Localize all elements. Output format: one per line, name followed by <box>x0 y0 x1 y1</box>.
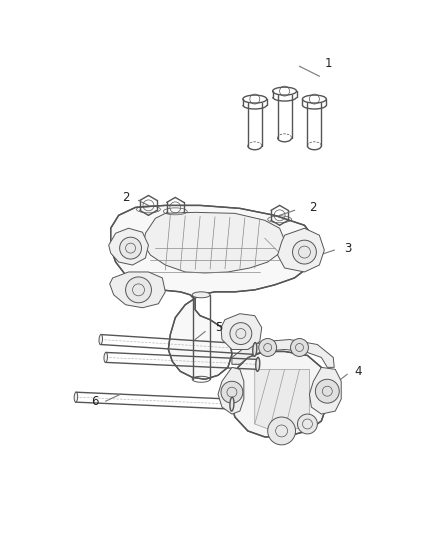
Polygon shape <box>255 369 309 434</box>
Text: 1: 1 <box>324 57 332 70</box>
Text: 4: 4 <box>354 365 362 378</box>
Circle shape <box>259 338 277 357</box>
Circle shape <box>290 338 308 357</box>
Polygon shape <box>278 228 324 272</box>
Ellipse shape <box>99 335 102 344</box>
Text: 3: 3 <box>344 241 352 255</box>
Polygon shape <box>109 228 148 265</box>
Ellipse shape <box>104 352 107 362</box>
Circle shape <box>221 381 243 403</box>
Circle shape <box>126 277 152 303</box>
Circle shape <box>315 379 339 403</box>
Ellipse shape <box>256 358 260 372</box>
Ellipse shape <box>192 292 210 298</box>
Ellipse shape <box>230 397 234 411</box>
Polygon shape <box>221 314 262 350</box>
Ellipse shape <box>253 343 257 357</box>
Polygon shape <box>309 367 341 414</box>
Polygon shape <box>230 351 327 437</box>
Text: 5: 5 <box>215 321 223 334</box>
Polygon shape <box>111 205 314 379</box>
Polygon shape <box>110 272 165 308</box>
Ellipse shape <box>74 392 78 402</box>
Circle shape <box>268 417 296 445</box>
Circle shape <box>297 414 318 434</box>
Text: 6: 6 <box>91 394 99 408</box>
Circle shape <box>293 240 316 264</box>
Circle shape <box>120 237 141 259</box>
Polygon shape <box>232 340 334 367</box>
Polygon shape <box>218 367 244 414</box>
Text: 2: 2 <box>309 201 317 214</box>
Circle shape <box>230 322 252 344</box>
Text: 2: 2 <box>122 191 129 204</box>
Polygon shape <box>144 212 285 273</box>
